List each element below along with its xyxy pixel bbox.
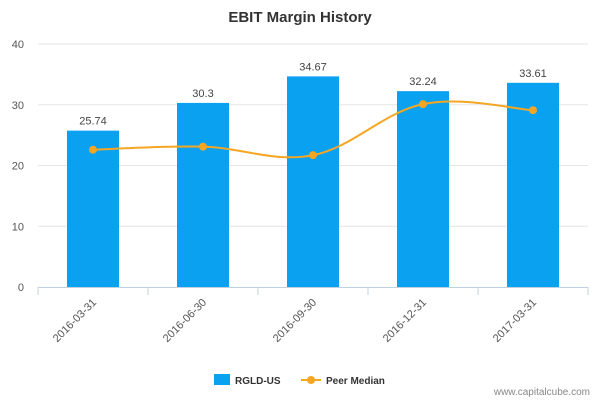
bar-data-label: 32.24	[409, 76, 437, 88]
bar	[287, 76, 339, 287]
peer-median-point	[89, 145, 97, 154]
x-tick-label: 2016-12-31	[381, 297, 429, 345]
legend: RGLD-US Peer Median	[214, 374, 385, 387]
bar-data-label: 30.3	[192, 88, 213, 100]
chart-title: EBIT Margin History	[228, 9, 372, 26]
bar-data-label: 34.67	[299, 61, 327, 73]
bar-layer	[67, 76, 559, 288]
peer-median-point	[419, 100, 427, 109]
peer-median-point	[309, 151, 317, 160]
source-credit: www.capitalcube.com	[493, 387, 590, 398]
bar	[507, 82, 559, 288]
legend-swatch-bar	[214, 374, 230, 385]
y-tick-label: 10	[12, 221, 24, 233]
x-tick-label: 2016-09-30	[271, 297, 319, 345]
y-tick-label: 30	[12, 100, 24, 112]
legend-label-bar: RGLD-US	[235, 376, 281, 387]
bar-data-label: 33.61	[519, 68, 547, 80]
y-tick-label: 40	[12, 39, 24, 51]
bar	[177, 102, 229, 288]
bar	[397, 91, 449, 287]
x-tick-label: 2016-03-31	[51, 297, 99, 345]
peer-median-point	[199, 142, 207, 151]
legend-swatch-marker	[307, 376, 315, 384]
x-tick-label: 2017-03-31	[491, 297, 539, 345]
peer-median-point	[529, 106, 537, 115]
bar	[67, 130, 119, 287]
y-tick-label: 20	[12, 161, 24, 173]
legend-label-line: Peer Median	[326, 376, 385, 387]
x-tick-label: 2016-06-30	[161, 297, 209, 345]
y-tick-label: 0	[18, 282, 24, 294]
label-layer: 25.74 30.3 34.67 32.24 33.61	[79, 61, 547, 127]
bar-data-label: 25.74	[79, 116, 107, 128]
line-layer	[89, 100, 537, 160]
